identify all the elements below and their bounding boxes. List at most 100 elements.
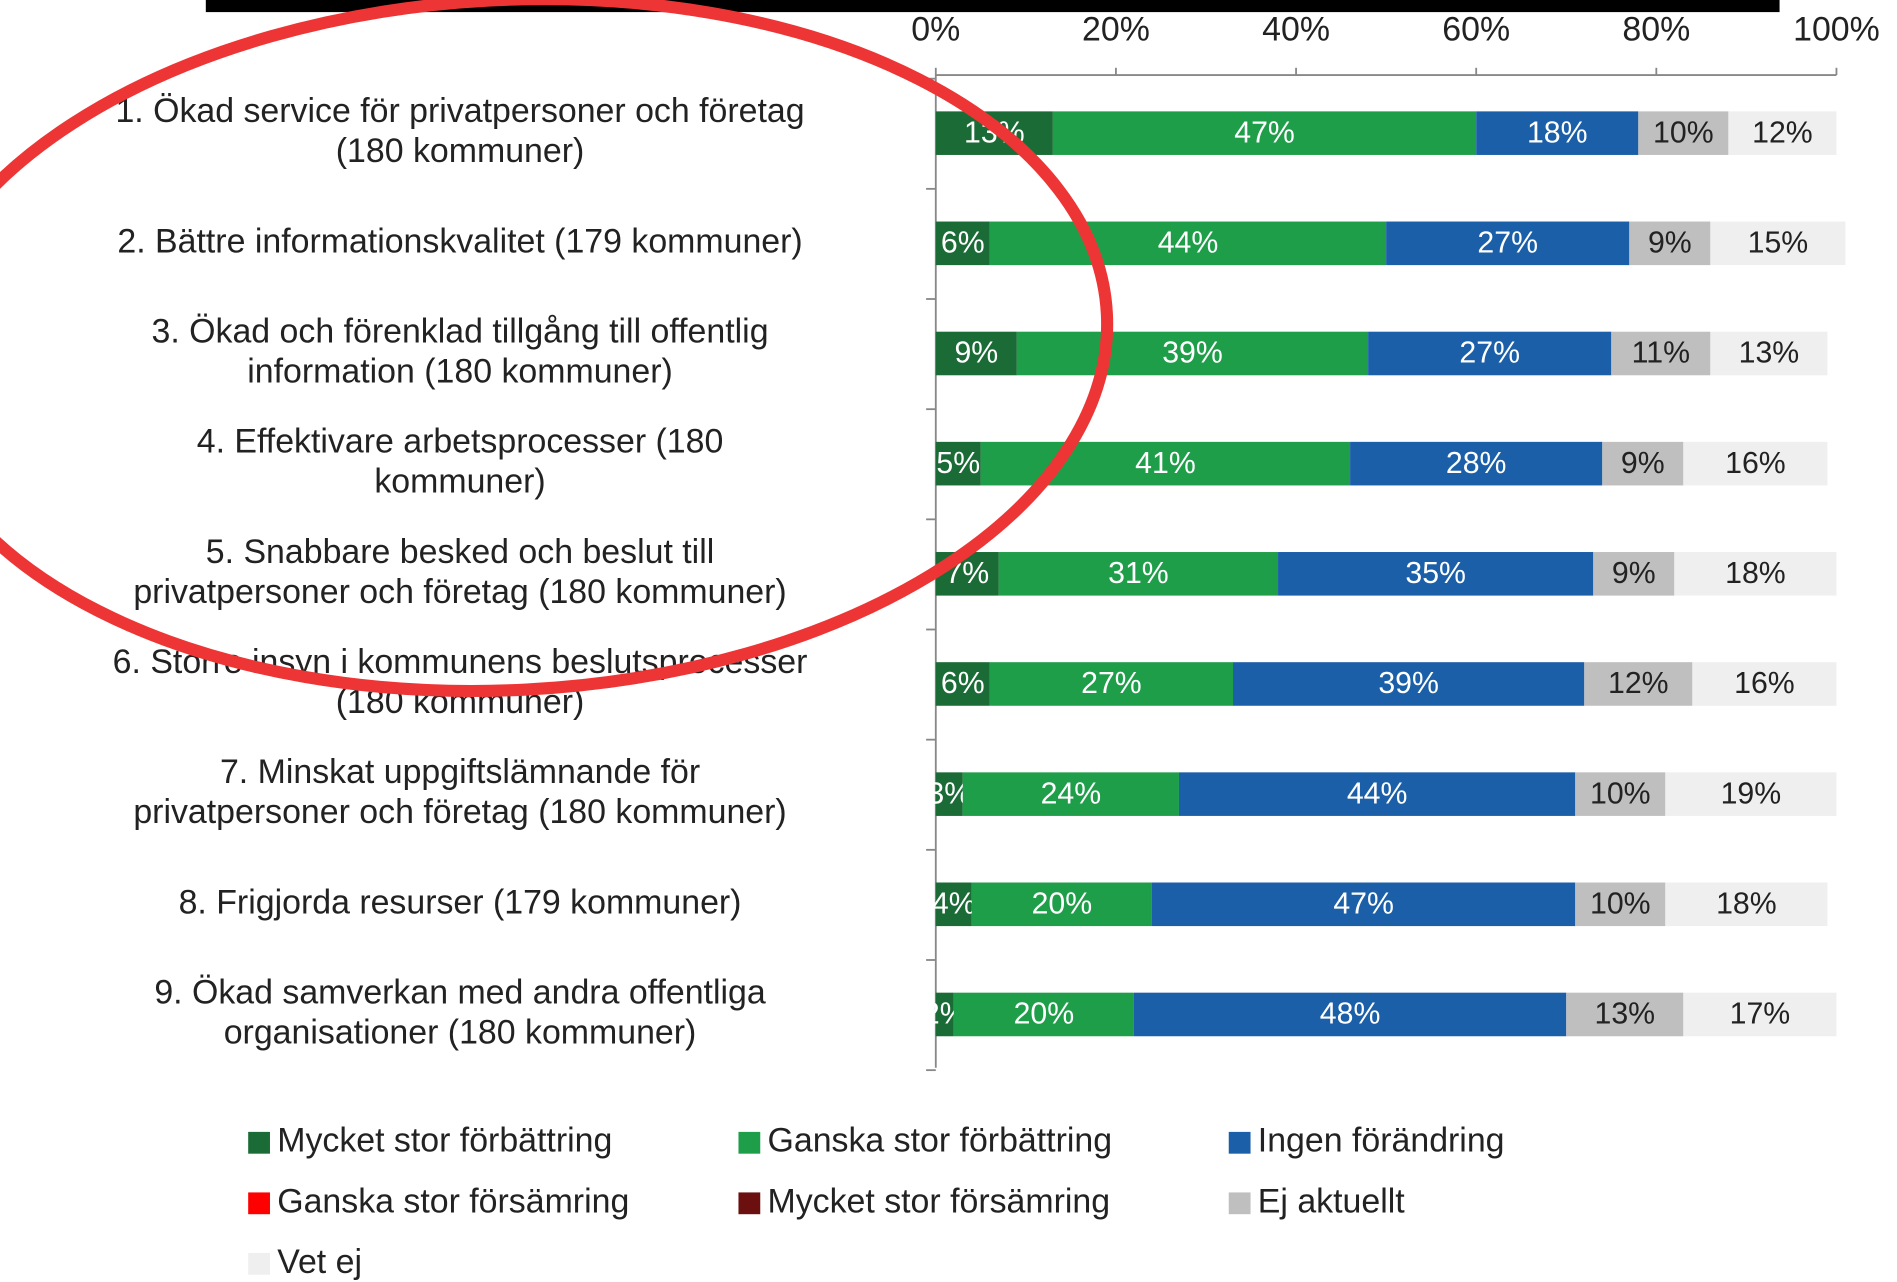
bar-segment <box>1665 772 1837 816</box>
bar-segment <box>1016 331 1369 376</box>
bar-segment <box>1683 441 1828 486</box>
category-label: 2. Bättre informationskvalitet (179 komm… <box>117 222 802 260</box>
bar-segment <box>1710 221 1846 266</box>
bar-segment <box>935 441 981 486</box>
category-label: 8. Frigjorda resurser (179 kommuner) <box>179 883 742 921</box>
bar-segment <box>1728 111 1837 155</box>
bar-segment <box>935 331 1017 376</box>
data-label: 24% <box>1041 777 1102 810</box>
data-label: 6% <box>941 227 985 260</box>
data-label: 15% <box>1748 227 1809 260</box>
legend-label: Ingen förändring <box>1258 1122 1505 1160</box>
bar-segment <box>1350 441 1603 486</box>
bar-segment <box>935 992 954 1037</box>
bar-segment <box>1674 552 1837 596</box>
data-label: 13% <box>1739 337 1800 370</box>
data-label: 44% <box>1347 777 1408 810</box>
data-label: 18% <box>1716 888 1777 921</box>
data-label: 27% <box>1459 337 1520 370</box>
bar-segment <box>989 221 1387 266</box>
data-label: 20% <box>1014 998 1075 1031</box>
category-label: 5. Snabbare besked och beslut till privat… <box>133 533 786 611</box>
bar-segment <box>1386 221 1630 266</box>
data-label: 16% <box>1734 667 1795 700</box>
data-label: 18% <box>1725 557 1786 590</box>
bar-segment <box>1683 992 1837 1037</box>
data-label: 39% <box>1378 667 1439 700</box>
bar-segment <box>935 662 990 706</box>
legend-swatch <box>738 1131 761 1154</box>
data-label: 27% <box>1477 227 1538 260</box>
data-label: 16% <box>1725 447 1786 480</box>
data-label: 4% <box>932 888 976 921</box>
bar-segment <box>1151 882 1576 927</box>
highlight-ellipse <box>0 0 1114 698</box>
data-label: 12% <box>1608 667 1669 700</box>
legend-swatch <box>248 1192 270 1215</box>
legend-label: Ganska stor försämring <box>277 1182 629 1220</box>
legend-label: Ej aktuellt <box>1258 1182 1405 1220</box>
bar-segment <box>1052 111 1477 155</box>
category-label: 3. Ökad och förenklad tillgång till offe… <box>152 312 769 390</box>
data-label: 11% <box>1632 337 1690 370</box>
legend-label: Ganska stor förbättring <box>768 1122 1113 1160</box>
data-label: 5% <box>936 447 980 480</box>
data-label: 9% <box>954 337 998 370</box>
bar-segment <box>1566 992 1684 1037</box>
category-label: 7. Minskat uppgiftslämnande för privatper… <box>133 753 786 831</box>
data-label: 47% <box>1234 116 1295 149</box>
bar-segment <box>1368 331 1612 376</box>
data-label: 9% <box>1612 557 1656 590</box>
data-label: 13% <box>1595 998 1656 1031</box>
bar-segment <box>1476 111 1639 155</box>
x-tick-label: 80% <box>1622 10 1690 48</box>
bar-segment <box>953 992 1134 1037</box>
bar-segment <box>935 772 963 816</box>
data-label: 18% <box>1527 116 1588 149</box>
bar-segment <box>1278 552 1594 596</box>
data-label: 9% <box>1621 447 1665 480</box>
legend-swatch <box>1228 1131 1251 1154</box>
data-label: 19% <box>1721 777 1782 810</box>
bar-segment <box>1611 331 1711 376</box>
data-label: 47% <box>1333 888 1394 921</box>
data-label: 48% <box>1320 998 1381 1031</box>
category-label: 9. Ökad samverkan med andra offentliga or… <box>154 973 766 1051</box>
bar-segment <box>971 882 1152 927</box>
legend-swatch <box>1228 1192 1251 1215</box>
data-label: 27% <box>1081 667 1142 700</box>
bar-segment <box>1233 662 1585 706</box>
x-tick-label: 100% <box>1793 10 1880 48</box>
data-label: 17% <box>1730 998 1791 1031</box>
bar-segment <box>1665 882 1828 927</box>
x-tick-label: 40% <box>1262 10 1330 48</box>
bar-segment <box>1692 662 1837 706</box>
data-label: 10% <box>1653 116 1714 149</box>
data-label: 20% <box>1032 888 1093 921</box>
x-tick-label: 20% <box>1082 10 1150 48</box>
bar-segment <box>962 772 1179 816</box>
data-label: 10% <box>1590 888 1651 921</box>
data-label: 35% <box>1405 557 1466 590</box>
bar-segment <box>1593 552 1675 596</box>
x-tick-label: 60% <box>1442 10 1510 48</box>
bar-segment <box>935 221 990 266</box>
bar-segment <box>1133 992 1567 1037</box>
bar-segment <box>1602 441 1684 486</box>
data-label: 31% <box>1108 557 1169 590</box>
data-label: 39% <box>1162 337 1223 370</box>
legend-swatch <box>248 1131 270 1154</box>
data-label: 6% <box>941 667 985 700</box>
bar-segment <box>935 882 972 927</box>
category-label: 4. Effektivare arbetsprocesser (180 kommu… <box>197 423 724 501</box>
data-label: 28% <box>1446 447 1507 480</box>
legend-label: Vet ej <box>277 1243 362 1281</box>
plot: 0% 20% 40% 60% 80% 100% 1. Ökad service för pr… <box>113 10 1880 1280</box>
legend-swatch <box>738 1192 761 1215</box>
bar-segment <box>1575 772 1666 816</box>
data-label: 9% <box>1648 227 1692 260</box>
data-label: 10% <box>1590 777 1651 810</box>
data-label: 44% <box>1158 227 1219 260</box>
